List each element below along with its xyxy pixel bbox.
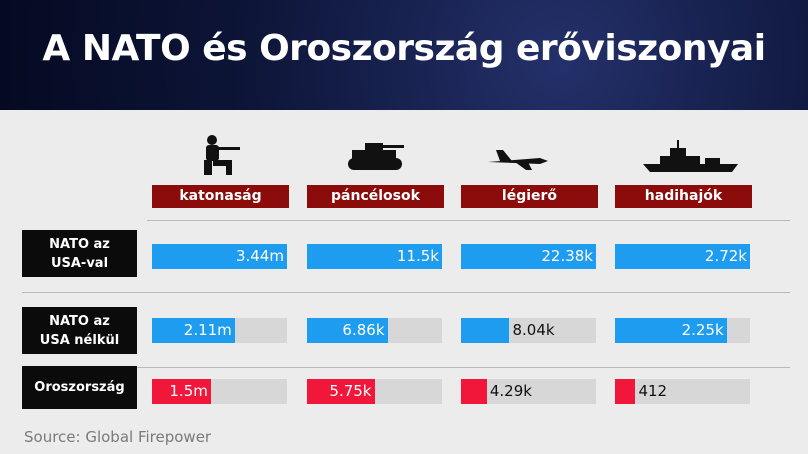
value-label: 1.5m bbox=[169, 382, 208, 400]
column-header: katonaság bbox=[152, 185, 289, 208]
row-header: NATO az USA-val bbox=[22, 230, 137, 277]
value-label: 3.44m bbox=[235, 247, 284, 265]
bar bbox=[307, 244, 442, 269]
bar bbox=[615, 318, 727, 343]
jet-icon bbox=[488, 150, 548, 170]
soldier-icon bbox=[204, 135, 240, 175]
divider bbox=[147, 220, 790, 221]
value-label: 2.11m bbox=[183, 321, 232, 339]
tank-icon bbox=[348, 143, 404, 170]
bar bbox=[152, 318, 235, 343]
row-header: NATO az USA nélkül bbox=[22, 307, 137, 354]
bar bbox=[152, 379, 211, 404]
bar bbox=[461, 379, 487, 404]
header-banner bbox=[0, 0, 808, 110]
value-label: 2.25k bbox=[681, 321, 724, 339]
column-header: hadihajók bbox=[615, 185, 752, 208]
divider bbox=[22, 367, 790, 368]
row-header: Oroszország bbox=[22, 366, 137, 409]
bar bbox=[615, 379, 636, 404]
bar bbox=[461, 244, 596, 269]
divider bbox=[22, 292, 790, 293]
source-note: Source: Global Firepower bbox=[24, 428, 212, 446]
value-label: 8.04k bbox=[512, 321, 555, 339]
bar bbox=[615, 244, 750, 269]
bar bbox=[152, 244, 287, 269]
value-label: 6.86k bbox=[342, 321, 385, 339]
title: A NATO és Oroszország erőviszonyai bbox=[42, 28, 766, 69]
column-header: légierő bbox=[461, 185, 598, 208]
bar-track bbox=[615, 379, 750, 404]
ship-icon bbox=[643, 140, 738, 172]
value-label: 412 bbox=[638, 382, 668, 400]
bar bbox=[461, 318, 510, 343]
value-label: 4.29k bbox=[489, 382, 532, 400]
bar bbox=[307, 318, 388, 343]
value-label: 5.75k bbox=[329, 382, 372, 400]
bar bbox=[307, 379, 375, 404]
value-label: 11.5k bbox=[396, 247, 439, 265]
value-label: 22.38k bbox=[541, 247, 593, 265]
value-label: 2.72k bbox=[704, 247, 747, 265]
icons bbox=[204, 135, 738, 175]
column-header: páncélosok bbox=[307, 185, 444, 208]
